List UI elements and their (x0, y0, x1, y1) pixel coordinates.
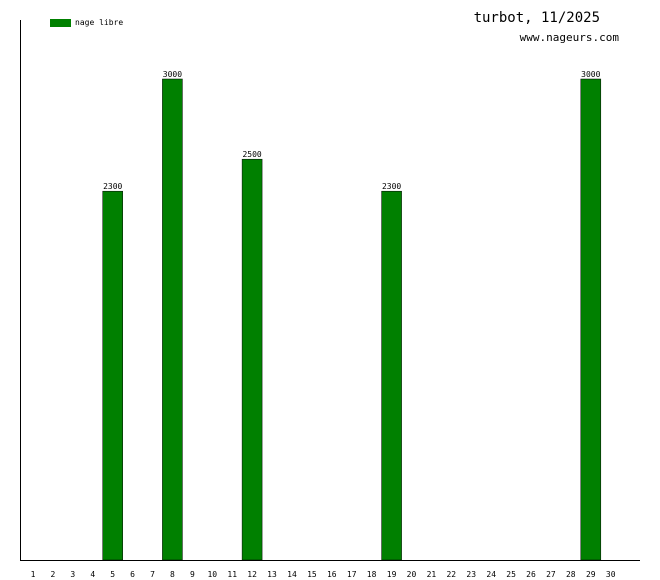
x-tick-label: 20 (407, 570, 417, 579)
bar-day-29 (580, 78, 602, 561)
x-tick-label: 4 (90, 570, 95, 579)
x-tick-label: 9 (190, 570, 195, 579)
x-tick-labels-group: 1 2 3 4 5 6 7 8 9 10 11 12 13 14 15 16 17 18 19 20 21 22 23 24 2… (31, 570, 616, 579)
bar-day-12 (241, 158, 263, 561)
x-tick-label: 12 (247, 570, 257, 579)
x-tick-label: 3 (70, 570, 75, 579)
x-tick-label: 19 (387, 570, 397, 579)
x-tick-label: 11 (227, 570, 237, 579)
x-tick-label: 8 (170, 570, 175, 579)
chart-title: turbot, 11/2025 (474, 10, 600, 26)
x-tick-label: 16 (327, 570, 337, 579)
x-tick-label: 23 (466, 570, 476, 579)
x-tick-label: 22 (446, 570, 456, 579)
x-tick-label: 28 (566, 570, 576, 579)
legend: nage libre (50, 18, 123, 27)
bar-day-19 (381, 190, 402, 561)
x-tick-label: 7 (150, 570, 155, 579)
bar-day-8 (162, 78, 183, 561)
data-label-day-12: 2500 (242, 150, 261, 159)
data-label-day-5: 2300 (103, 182, 122, 191)
x-tick-label: 14 (287, 570, 297, 579)
x-tick-label: 13 (267, 570, 277, 579)
data-labels-group: 2300 3000 2500 2300 3000 (103, 70, 601, 191)
legend-label: nage libre (75, 18, 123, 27)
x-tick-label: 26 (526, 570, 536, 579)
x-tick-label: 25 (506, 570, 516, 579)
x-tick-label: 15 (307, 570, 317, 579)
data-label-day-29: 3000 (581, 70, 600, 79)
site-url: www.nageurs.com (520, 31, 620, 44)
x-tick-label: 5 (110, 570, 115, 579)
x-tick-label: 6 (130, 570, 135, 579)
data-label-day-19: 2300 (382, 182, 401, 191)
bars-group (102, 78, 602, 561)
x-tick-label: 29 (586, 570, 596, 579)
data-label-day-8: 3000 (163, 70, 182, 79)
x-tick-label: 18 (367, 570, 377, 579)
x-tick-label: 10 (207, 570, 217, 579)
x-tick-label: 27 (546, 570, 556, 579)
x-tick-label: 17 (347, 570, 357, 579)
x-tick-label: 21 (427, 570, 437, 579)
x-tick-label: 24 (486, 570, 496, 579)
x-tick-label: 1 (31, 570, 36, 579)
bar-day-5 (102, 190, 123, 561)
x-tick-label: 30 (606, 570, 616, 579)
x-tick-label: 2 (50, 570, 55, 579)
legend-swatch (50, 19, 71, 27)
